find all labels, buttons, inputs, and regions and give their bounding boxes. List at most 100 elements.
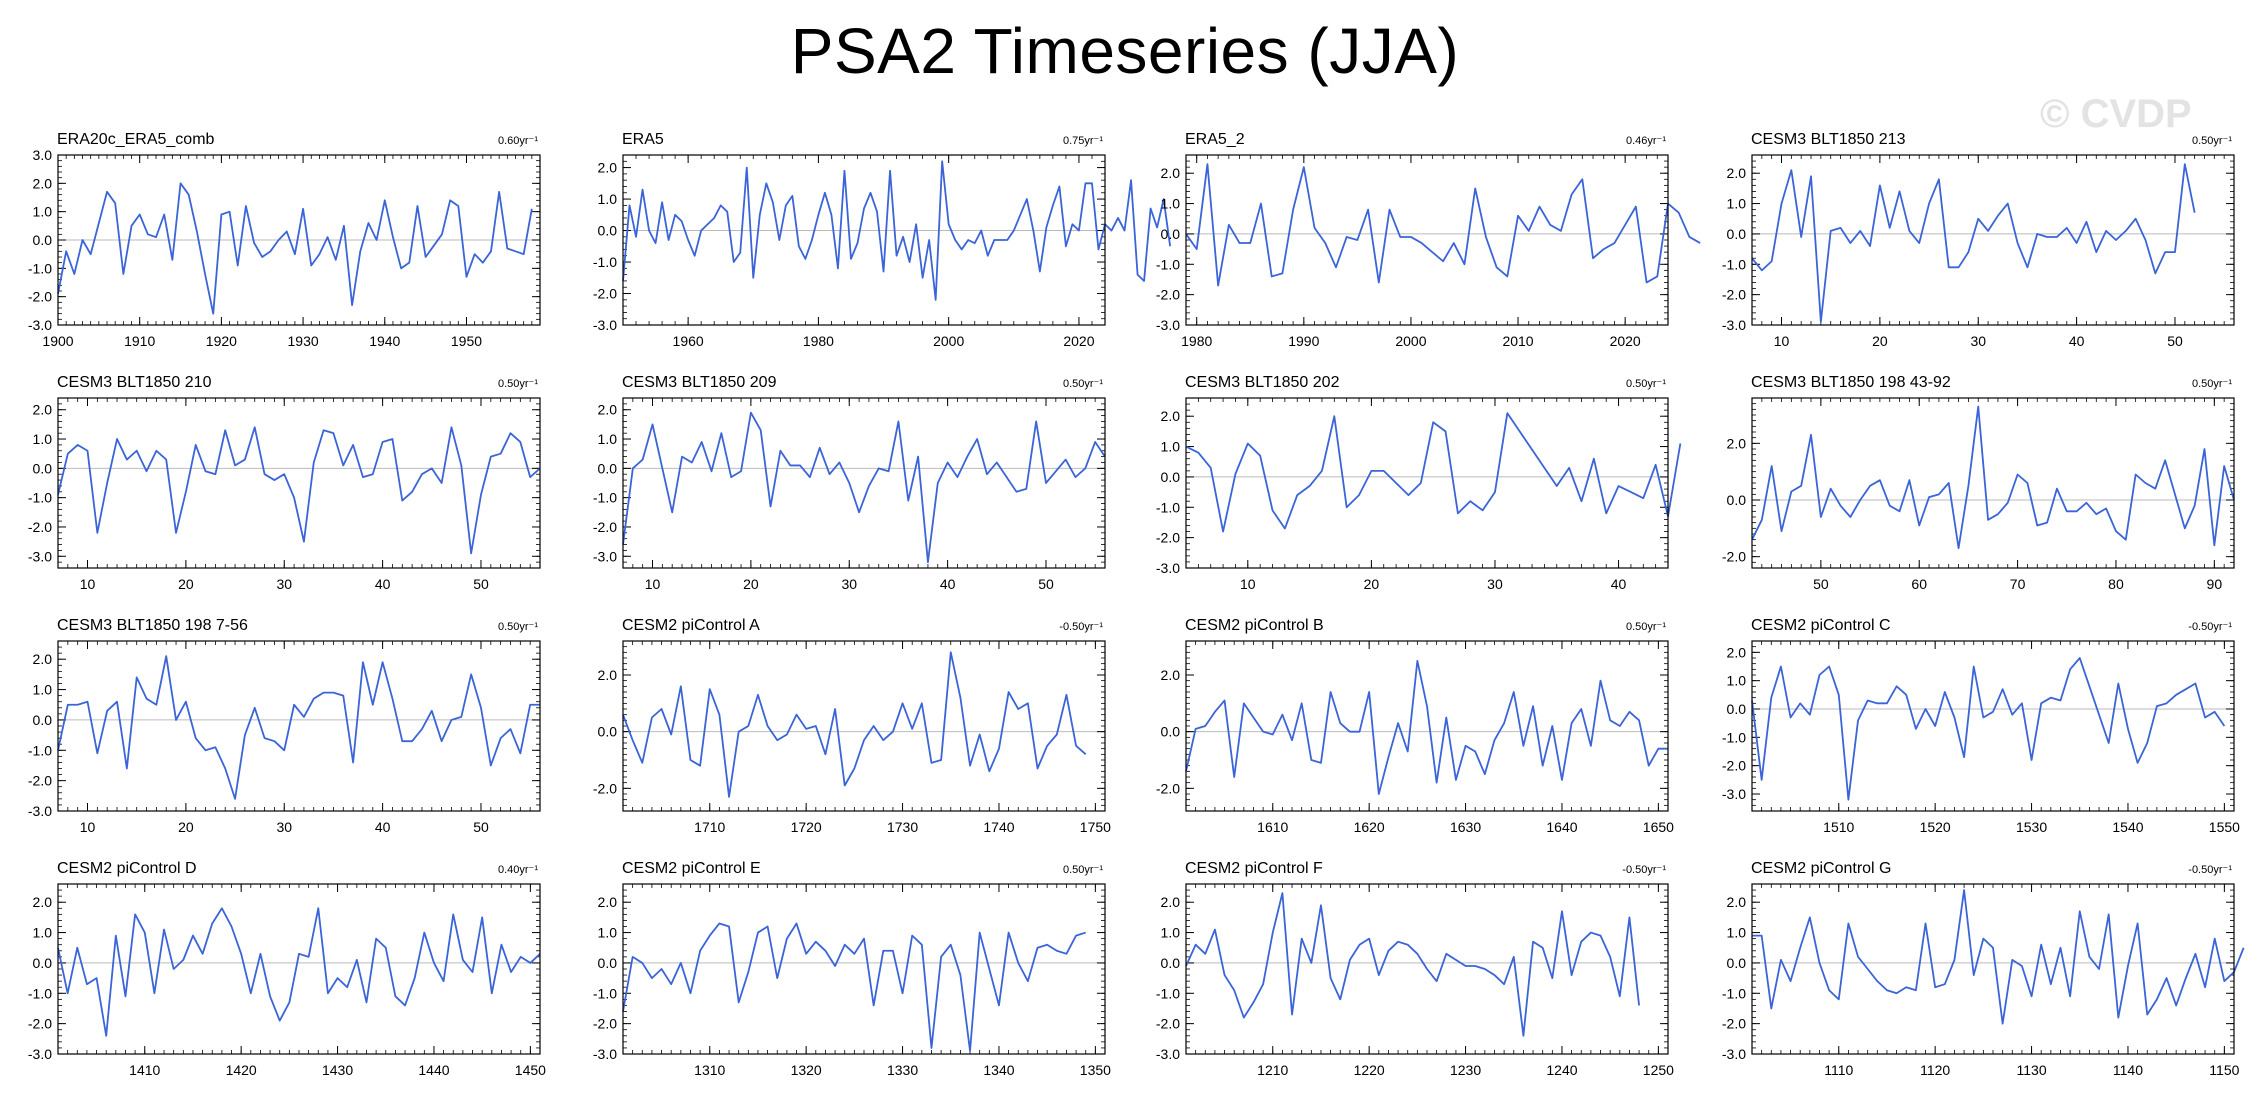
series-line (57, 182, 533, 315)
x-tick-label: 30 (276, 819, 292, 835)
y-tick-label: 2.0 (1727, 644, 1747, 660)
panel-trend-label: 0.60yr⁻¹ (498, 135, 538, 147)
x-tick-label: 20 (1872, 333, 1888, 349)
x-tick-label: 1960 (673, 333, 704, 349)
y-tick-label: 1.0 (1161, 196, 1181, 212)
panel-trend-label: 0.40yr⁻¹ (498, 864, 538, 876)
y-tick-label: -1.0 (1156, 256, 1180, 272)
y-tick-label: 2.0 (1161, 408, 1181, 424)
x-tick-label: 1210 (1257, 1062, 1288, 1078)
y-tick-label: -3.0 (28, 803, 52, 819)
y-tick-label: 2.0 (1727, 435, 1747, 451)
x-tick-label: 1720 (791, 819, 822, 835)
plot-frame (1751, 154, 2235, 326)
x-tick-label: 1230 (1450, 1062, 1481, 1078)
y-tick-label: 1.0 (1161, 439, 1181, 455)
y-tick-label: -2.0 (1156, 780, 1180, 796)
y-tick-label: 0.0 (1727, 955, 1747, 971)
panel-trend-label: 0.50yr⁻¹ (1063, 864, 1103, 876)
series-line (622, 411, 1106, 564)
panel-title: CESM3 BLT1850 210 (57, 374, 212, 391)
y-tick-label: -3.0 (1156, 317, 1180, 333)
panel-trend-label: -0.50yr⁻¹ (1059, 621, 1103, 633)
x-tick-label: 1220 (1354, 1062, 1385, 1078)
y-tick-label: -2.0 (28, 773, 52, 789)
y-tick-label: 1.0 (1727, 196, 1747, 212)
x-tick-label: 60 (1911, 576, 1927, 592)
y-tick-label: 0.0 (33, 460, 53, 476)
x-tick-label: 2020 (1610, 333, 1641, 349)
chart-panel: ERA20c_ERA5_comb 0.60yr⁻¹ -3.0 -2.0 -1.0 0.0 1… (28, 131, 541, 349)
y-tick-label: 2.0 (598, 160, 618, 176)
panel-trend-label: 0.50yr⁻¹ (2192, 135, 2232, 147)
y-tick-label: 3.0 (33, 147, 53, 163)
x-tick-label: 1610 (1257, 819, 1288, 835)
y-tick-label: 2.0 (1161, 165, 1181, 181)
y-tick-label: 0.0 (598, 460, 618, 476)
y-tick-label: 0.0 (1161, 724, 1181, 740)
chart-panel: CESM2 piControl A -0.50yr⁻¹ -2.0 0.0 2.0 1710… (593, 617, 1111, 835)
panel-trend-label: -0.50yr⁻¹ (2188, 621, 2232, 633)
y-tick-label: 1.0 (1727, 673, 1747, 689)
y-tick-label: -1.0 (1156, 499, 1180, 515)
panel-trend-label: 0.50yr⁻¹ (2192, 378, 2232, 390)
plot-frame (1185, 640, 1669, 812)
x-tick-label: 1750 (1080, 819, 1111, 835)
series-line (1185, 412, 1682, 533)
y-tick-label: -1.0 (28, 742, 52, 758)
y-tick-label: 0.0 (598, 724, 618, 740)
x-tick-label: 30 (841, 576, 857, 592)
x-tick-label: 50 (2167, 333, 2183, 349)
panel-title: ERA5_2 (1185, 131, 1245, 148)
y-tick-label: 0.0 (33, 712, 53, 728)
y-tick-label: -3.0 (593, 317, 617, 333)
y-tick-label: -2.0 (593, 519, 617, 535)
x-tick-label: 90 (2207, 576, 2223, 592)
x-tick-label: 1320 (791, 1062, 822, 1078)
x-tick-label: 1730 (887, 819, 918, 835)
x-tick-label: 1440 (418, 1062, 449, 1078)
y-tick-label: 1.0 (33, 204, 53, 220)
chart-panel: CESM2 piControl D 0.40yr⁻¹ -3.0 -2.0 -1.0 0.0… (28, 860, 546, 1078)
y-tick-label: 2.0 (598, 667, 618, 683)
x-tick-label: 1740 (983, 819, 1014, 835)
panel-title: CESM3 BLT1850 209 (622, 374, 777, 391)
panel-title: ERA5 (622, 131, 664, 148)
y-tick-label: -3.0 (593, 548, 617, 564)
x-tick-label: 30 (276, 576, 292, 592)
y-tick-label: -1.0 (593, 985, 617, 1001)
x-tick-label: 1980 (803, 333, 834, 349)
y-tick-label: -3.0 (1722, 317, 1746, 333)
x-tick-label: 1340 (983, 1062, 1014, 1078)
plot-frame (1751, 397, 2235, 569)
y-tick-label: 1.0 (33, 925, 53, 941)
x-tick-label: 10 (80, 819, 96, 835)
x-tick-label: 1240 (1546, 1062, 1577, 1078)
page-title: PSA2 Timeseries (JJA) (790, 15, 1460, 87)
panel-trend-label: 0.46yr⁻¹ (1626, 135, 1666, 147)
chart-panel: CESM2 piControl G -0.50yr⁻¹ -3.0 -2.0 -1.0 0.… (1722, 860, 2245, 1078)
x-tick-label: 1120 (1920, 1062, 1950, 1078)
y-tick-label: -3.0 (28, 1046, 52, 1062)
series-line (1185, 892, 1640, 1037)
x-tick-label: 1930 (288, 333, 319, 349)
y-tick-label: -2.0 (593, 286, 617, 302)
y-tick-label: -2.0 (1156, 1016, 1180, 1032)
plot-frame (1185, 154, 1669, 326)
series-line (57, 426, 541, 555)
x-tick-label: 30 (1487, 576, 1503, 592)
y-tick-label: 2.0 (33, 175, 53, 191)
chart-panel: CESM3 BLT1850 210 0.50yr⁻¹ -3.0 -2.0 -1.0 0.0… (28, 374, 541, 592)
series-line (622, 922, 1086, 1052)
x-tick-label: 20 (178, 819, 194, 835)
y-tick-label: -1.0 (1156, 985, 1180, 1001)
y-tick-label: 1.0 (598, 191, 618, 207)
x-tick-label: 40 (940, 576, 956, 592)
panel-trend-label: 0.50yr⁻¹ (498, 378, 538, 390)
y-tick-label: -1.0 (1722, 256, 1746, 272)
plot-frame (622, 154, 1106, 326)
x-tick-label: 2000 (933, 333, 964, 349)
x-tick-label: 1910 (124, 333, 155, 349)
x-tick-label: 1140 (2113, 1062, 2143, 1078)
